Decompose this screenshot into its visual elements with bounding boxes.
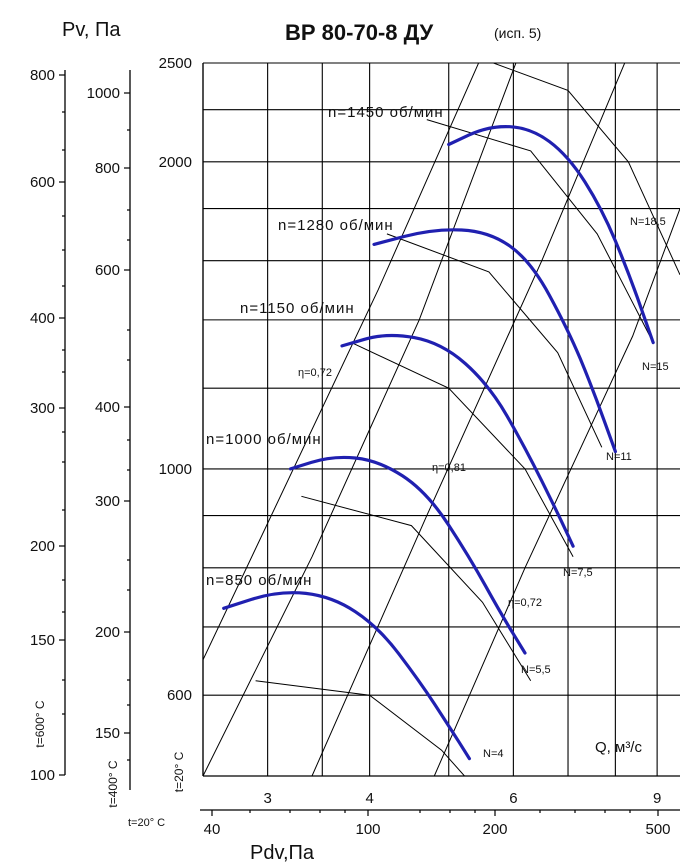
chart-subtitle: (исп. 5) bbox=[494, 25, 541, 41]
speed-label: n=1450 об/мин bbox=[328, 104, 444, 121]
speed-curve bbox=[340, 333, 575, 548]
pv-600-tick-label: 150 bbox=[30, 632, 55, 649]
speed-label: n=850 об/мин bbox=[206, 572, 312, 589]
p-tick-label: 600 bbox=[167, 687, 192, 704]
power-label: N=18,5 bbox=[630, 216, 666, 228]
efficiency-label: η=0,72 bbox=[298, 367, 332, 379]
temp-20-label: t=20° C bbox=[172, 751, 186, 792]
temp-600-label: t=600° C bbox=[33, 700, 47, 747]
system-resistance-line bbox=[203, 63, 480, 661]
system-and-power-lines bbox=[203, 63, 680, 776]
power-label: N=4 bbox=[483, 748, 504, 760]
curve-labels: n=1450 об/мин n=1280 об/мин n=1150 об/мин n… bbox=[206, 104, 669, 760]
temp-400-label: t=400° C bbox=[106, 760, 120, 807]
system-resistance-line bbox=[433, 208, 680, 776]
q-tick-label: 4 bbox=[365, 790, 373, 807]
pv-600-tick-label: 300 bbox=[30, 400, 55, 417]
pdv-tick-label: 500 bbox=[645, 821, 670, 838]
p-tick-label: 2500 bbox=[159, 55, 192, 72]
efficiency-label: η=0,81 bbox=[432, 462, 466, 474]
q-tick-label: 3 bbox=[263, 790, 271, 807]
pv-400-tick-label: 600 bbox=[95, 262, 120, 279]
chart-title: ВР 80-70-8 ДУ bbox=[285, 20, 434, 45]
power-line bbox=[351, 342, 574, 558]
pv-600-tick-label: 400 bbox=[30, 310, 55, 327]
speed-label: n=1150 об/мин bbox=[240, 300, 355, 317]
power-label: N=5,5 bbox=[521, 664, 551, 676]
speed-label: n=1000 об/мин bbox=[206, 431, 322, 448]
power-label: N=7,5 bbox=[563, 567, 593, 579]
q-tick-label: 6 bbox=[509, 790, 517, 807]
system-resistance-line bbox=[203, 63, 517, 776]
speed-curve bbox=[222, 591, 471, 761]
pv-400-tick-label: 800 bbox=[95, 160, 120, 177]
speed-curve bbox=[288, 455, 527, 655]
left-axis-label: Pv, Па bbox=[62, 19, 121, 41]
pv-600-tick-label: 800 bbox=[30, 67, 55, 84]
axes: 3 4 6 9 2500 2000 1000 600 800 600 400 300 200 150 100… bbox=[30, 55, 680, 838]
speed-curve bbox=[447, 125, 655, 345]
pdv-tick-label: 200 bbox=[482, 821, 507, 838]
pv-600-tick-label: 600 bbox=[30, 174, 55, 191]
pdv-axis-label: Pdv,Па bbox=[250, 842, 315, 864]
power-label: N=11 bbox=[606, 451, 632, 463]
pv-600-tick-label: 100 bbox=[30, 767, 55, 784]
power-line bbox=[255, 680, 466, 776]
q-axis-label: Q, м³/с bbox=[595, 739, 642, 756]
q-tick-label: 9 bbox=[653, 790, 661, 807]
pv-400-tick-label: 150 bbox=[95, 725, 120, 742]
pdv-tick-label: 100 bbox=[355, 821, 380, 838]
p-tick-label: 2000 bbox=[159, 154, 192, 171]
pv-400-tick-label: 400 bbox=[95, 399, 120, 416]
pdv-temp-label: t=20° C bbox=[128, 817, 165, 829]
pv-400-tick-label: 200 bbox=[95, 624, 120, 641]
power-line bbox=[426, 119, 654, 343]
system-resistance-line bbox=[311, 63, 626, 776]
plot-grid bbox=[202, 62, 680, 776]
pv-400-tick-label: 300 bbox=[95, 493, 120, 510]
speed-curve bbox=[372, 228, 617, 454]
pv-600-tick-label: 200 bbox=[30, 538, 55, 555]
pv-400-tick-label: 1000 bbox=[87, 85, 120, 102]
pdv-tick-label: 40 bbox=[204, 821, 221, 838]
power-label: N=15 bbox=[642, 361, 669, 373]
power-line bbox=[491, 63, 680, 276]
power-line bbox=[301, 495, 532, 681]
p-tick-label: 1000 bbox=[159, 461, 192, 478]
speed-label: n=1280 об/мин bbox=[278, 217, 394, 234]
efficiency-label: η=0,72 bbox=[508, 597, 542, 609]
speed-curves bbox=[222, 125, 655, 761]
power-line bbox=[386, 233, 603, 448]
